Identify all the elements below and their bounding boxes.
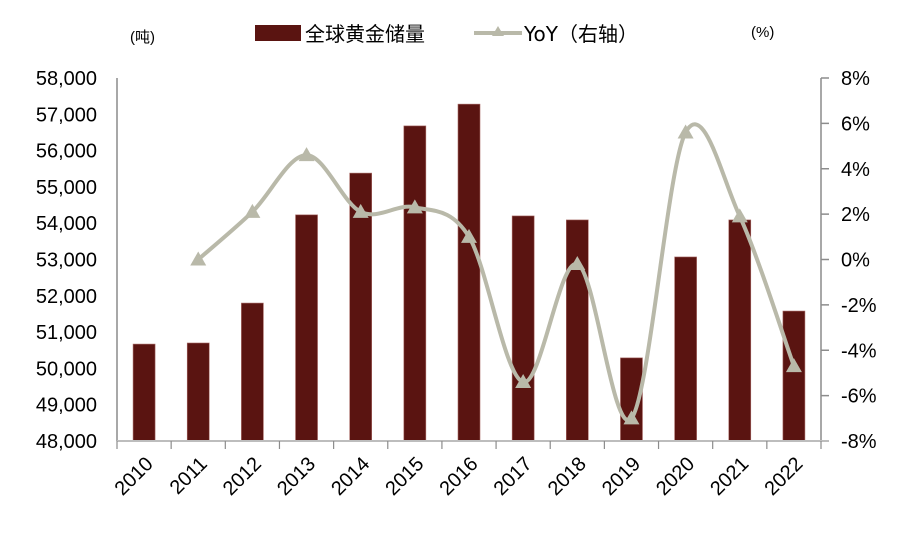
x-axis-tick-label: 2019: [598, 453, 645, 500]
left-axis-tick-label: 49,000: [36, 395, 97, 417]
x-axis: 2010 2011 2012 2013 2014 2015 2016 2017 2018 2019…: [111, 440, 829, 500]
right-axis-tick-label: 2%: [841, 204, 870, 226]
right-axis-unit: (%): [751, 24, 774, 41]
left-axis-tick-label: 57,000: [36, 104, 97, 126]
right-axis-tick-label: -2%: [841, 295, 877, 317]
left-axis-unit: (吨): [130, 29, 155, 46]
triangle-marker-icon: [785, 358, 802, 373]
right-axis-tick-label: -6%: [841, 386, 877, 408]
triangle-marker-icon: [244, 203, 261, 218]
bar-2018: [566, 219, 589, 442]
bar-2012: [241, 302, 264, 442]
left-axis-tick-label: 58,000: [36, 68, 97, 90]
x-axis-tick-label: 2013: [273, 453, 320, 500]
triangle-marker-icon: [190, 251, 207, 266]
left-axis-tick-label: 52,000: [36, 286, 97, 308]
triangle-marker-icon: [461, 228, 477, 243]
bar-2016: [457, 103, 481, 442]
left-axis-tick-label: 54,000: [36, 213, 97, 235]
x-axis-tick-label: 2010: [111, 453, 158, 500]
bar-2022: [782, 310, 806, 442]
x-axis-tick-label: 2011: [166, 453, 212, 499]
legend-bar-swatch: [255, 25, 301, 41]
yoy-line: [196, 122, 796, 423]
right-axis: -8% -6% -4% -2% 0% 2% 4% 6% 8%: [820, 68, 877, 453]
bar-2017: [511, 215, 535, 442]
right-axis-tick-label: 0%: [841, 250, 870, 272]
x-axis-tick-label: 2016: [436, 453, 483, 500]
bar-2010: [132, 343, 156, 442]
bar-2015: [403, 125, 427, 442]
legend-line-label: YoY（右轴）: [523, 22, 638, 46]
left-axis-tick-label: 51,000: [36, 322, 97, 344]
triangle-marker-icon: [515, 374, 532, 389]
x-axis-tick-label: 2022: [760, 453, 807, 500]
x-axis-tick-label: 2018: [544, 453, 591, 500]
left-axis-tick-label: 53,000: [36, 250, 97, 272]
right-axis-tick-label: 4%: [841, 159, 870, 181]
right-axis-tick-label: 8%: [841, 68, 870, 90]
x-axis-tick-label: 2014: [327, 453, 374, 500]
x-axis-tick-label: 2012: [219, 453, 266, 500]
triangle-marker-icon: [623, 410, 640, 425]
right-axis-tick-label: -8%: [841, 431, 877, 453]
bar-2011: [186, 342, 210, 442]
bar-2021: [728, 219, 752, 442]
right-axis-tick-label: 6%: [841, 113, 870, 135]
x-axis-tick-label: 2020: [652, 453, 699, 500]
triangle-marker-icon: [731, 208, 748, 223]
legend-bar-label: 全球黄金储量: [305, 22, 425, 46]
left-axis: 48,000 49,000 50,000 51,000 52,000 53,000 54,0…: [36, 68, 118, 453]
bar-series: [132, 103, 806, 442]
left-axis-tick-label: 50,000: [36, 358, 97, 380]
x-axis-tick-label: 2021: [706, 453, 753, 500]
x-axis-tick-label: 2015: [381, 453, 428, 500]
yoy-line-series: [190, 122, 802, 425]
left-axis-tick-label: 55,000: [36, 177, 97, 199]
triangle-marker-icon: [298, 147, 315, 162]
right-axis-tick-label: -4%: [841, 340, 877, 362]
left-axis-tick-label: 56,000: [36, 141, 97, 163]
bar-2013: [295, 214, 318, 442]
triangle-marker-icon: [569, 256, 586, 271]
legend-line-swatch: [474, 26, 522, 36]
triangle-marker-icon: [352, 203, 369, 218]
left-axis-tick-label: 48,000: [36, 431, 97, 453]
x-axis-tick-label: 2017: [490, 453, 537, 500]
bar-2020: [674, 256, 697, 442]
legend: 全球黄金储量 YoY（右轴）: [255, 22, 638, 46]
triangle-marker-icon: [406, 199, 423, 214]
triangle-marker-icon: [677, 124, 694, 139]
